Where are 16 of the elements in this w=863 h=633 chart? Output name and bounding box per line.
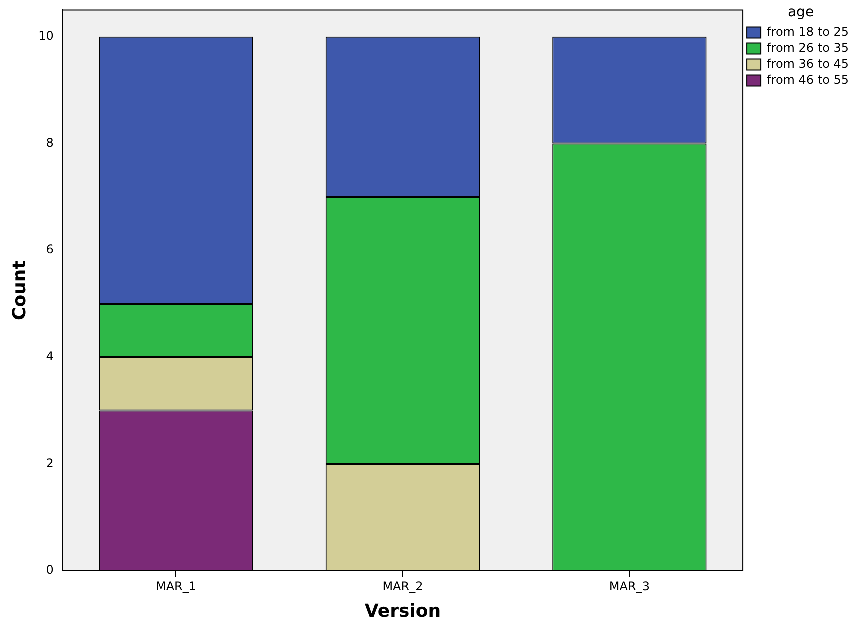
legend-label: from 18 to 25 bbox=[767, 24, 850, 39]
y-tick-label: 4 bbox=[46, 349, 54, 364]
y-tick-label: 6 bbox=[46, 242, 54, 257]
y-tick-label: 10 bbox=[38, 29, 54, 44]
x-tick-label: MAR_1 bbox=[156, 579, 197, 594]
y-tick-label: 8 bbox=[46, 136, 54, 150]
y-tick-label: 2 bbox=[46, 456, 54, 470]
legend-label: from 36 to 45 bbox=[767, 56, 850, 71]
x-tick-label: MAR_2 bbox=[382, 579, 424, 594]
x-tick-label: MAR_3 bbox=[609, 579, 650, 594]
legend-label: from 46 to 55 bbox=[767, 72, 850, 87]
legend-title: age bbox=[788, 4, 814, 21]
y-tick-label: 0 bbox=[46, 563, 54, 578]
x-axis-title: Version bbox=[364, 600, 442, 622]
y-axis-title: Count bbox=[9, 260, 30, 321]
legend-label: from 26 to 35 bbox=[767, 40, 850, 55]
